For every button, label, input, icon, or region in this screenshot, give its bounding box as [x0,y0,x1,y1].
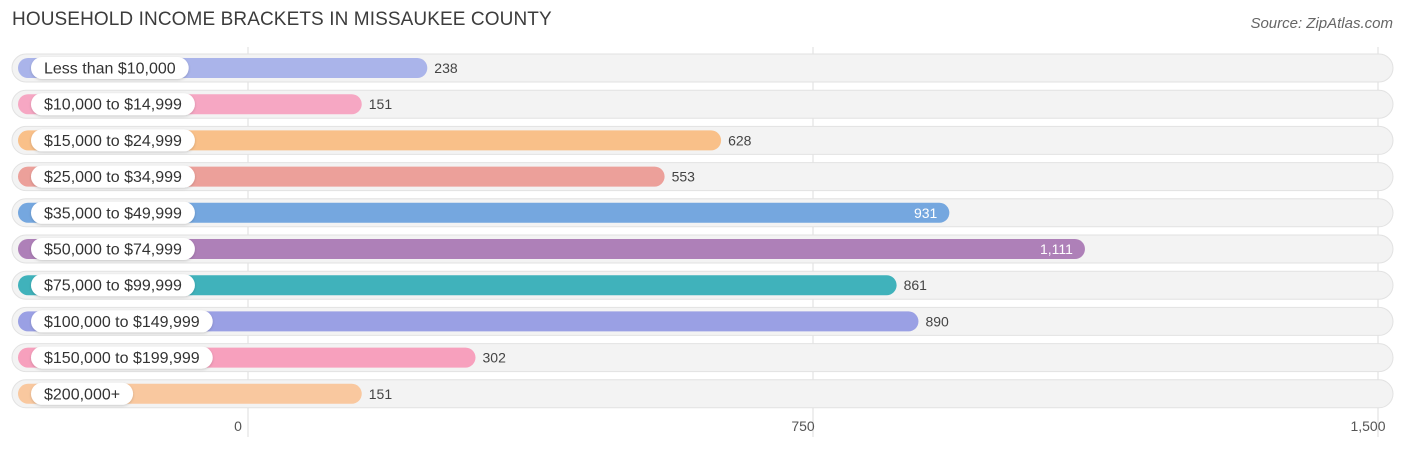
x-tick-label: 0 [234,418,242,434]
value-label: 238 [434,60,458,76]
value-label: 151 [369,386,393,402]
category-label: $100,000 to $149,999 [44,314,200,331]
category-label-pill [31,201,195,224]
category-label-pill [31,165,195,188]
value-label: 1,111 [1040,241,1073,257]
bar-row: $35,000 to $49,999 931 [11,198,1394,228]
bar-row: $75,000 to $99,999 861 [11,270,1394,300]
category-label-pill [31,382,134,405]
category-label: $75,000 to $99,999 [44,278,182,295]
bar-row: Less than $10,000 238 [11,53,1394,83]
value-label: 931 [914,205,938,221]
category-label: $10,000 to $14,999 [44,97,182,114]
bar-row: $10,000 to $14,999 151 [11,89,1394,119]
category-label-pill [31,238,195,260]
x-tick-label: 1,500 [1350,418,1385,434]
value-label: 302 [483,350,507,366]
value-label: 151 [369,96,393,112]
value-label: 890 [925,313,949,329]
category-label: $150,000 to $199,999 [44,350,200,367]
category-label-pill [31,346,213,369]
category-label-pill [31,129,195,152]
bar [18,311,919,332]
chart-source: Source: ZipAtlas.com [1250,15,1393,32]
category-label: $25,000 to $34,999 [44,169,182,186]
bar [18,202,950,223]
bar-row: $25,000 to $34,999 553 [11,162,1394,192]
category-label: $200,000+ [44,386,120,403]
chart-title: HOUSEHOLD INCOME BRACKETS IN MISSAUKEE C… [12,9,552,30]
value-label: 553 [672,169,696,185]
category-label-pill [31,93,195,116]
bar-row: $150,000 to $199,999 302 [11,343,1394,373]
category-label: $15,000 to $24,999 [44,133,182,150]
value-label: 628 [728,132,752,148]
bar-row: $15,000 to $24,999 628 [11,125,1394,155]
category-label: Less than $10,000 [44,61,176,78]
x-tick-label: 750 [791,418,815,434]
bar-row: $200,000+ 151 [11,379,1394,409]
value-label: 861 [904,277,928,293]
category-label-pill [31,57,189,79]
category-label-pill [31,274,195,297]
bar-row: $100,000 to $149,999 890 [11,306,1394,336]
bar [18,275,897,296]
category-label: $50,000 to $74,999 [44,242,182,259]
category-label-pill [31,310,213,333]
bar [18,239,1085,259]
bar [18,130,722,151]
category-label: $35,000 to $49,999 [44,205,182,222]
bar-row: $50,000 to $74,999 1,111 [11,234,1394,264]
